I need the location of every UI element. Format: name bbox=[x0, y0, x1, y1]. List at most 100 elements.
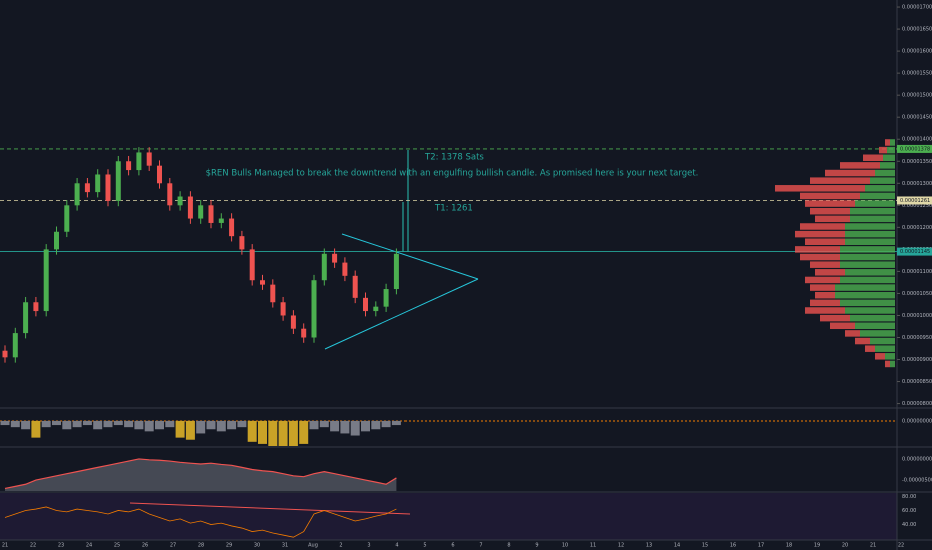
profile-buy bbox=[875, 169, 895, 177]
candle-body bbox=[290, 315, 296, 329]
y-tick-label: 0.00000900 bbox=[902, 357, 932, 363]
histogram-bar bbox=[175, 420, 185, 438]
momentum-line bbox=[4, 458, 397, 490]
profile-sell bbox=[800, 253, 840, 261]
candle-body bbox=[198, 205, 204, 219]
histogram-bar bbox=[340, 420, 350, 434]
profile-sell bbox=[805, 200, 855, 207]
profile-buy bbox=[885, 353, 895, 360]
profile-buy bbox=[870, 337, 895, 345]
candle-body bbox=[332, 253, 338, 263]
x-tick-label: 14 bbox=[674, 543, 680, 549]
annotation: T2: 1378 Sats bbox=[424, 153, 484, 163]
candle-body bbox=[64, 205, 70, 232]
candle-body bbox=[157, 165, 162, 184]
rsi-line bbox=[4, 506, 397, 538]
profile-buy bbox=[840, 246, 895, 253]
y-tick-label: 80.00 bbox=[902, 494, 916, 500]
profile-sell bbox=[810, 177, 870, 184]
candle-body bbox=[74, 183, 80, 206]
profile-buy bbox=[870, 177, 895, 184]
histogram-bar bbox=[144, 420, 154, 432]
x-tick-label: 29 bbox=[226, 543, 232, 549]
y-tick-label: 0.00001500 bbox=[902, 93, 932, 99]
profile-sell bbox=[845, 330, 860, 337]
y-tick-label: 0.00001550 bbox=[902, 71, 932, 77]
histogram-bar bbox=[10, 420, 20, 428]
profile-sell bbox=[825, 169, 875, 177]
histogram-bar bbox=[103, 420, 113, 428]
profile-buy bbox=[845, 223, 895, 230]
profile-sell bbox=[810, 284, 835, 291]
y-tick-label: 60.00 bbox=[902, 508, 916, 514]
profile-sell bbox=[840, 162, 880, 169]
profile-sell bbox=[805, 307, 845, 314]
histogram-bar bbox=[319, 420, 329, 428]
candle-body bbox=[342, 262, 348, 276]
profile-buy bbox=[840, 253, 895, 261]
price-tag-label: 0.00001378 bbox=[900, 146, 930, 152]
histogram-bar bbox=[391, 420, 401, 426]
candle-body bbox=[270, 284, 276, 303]
candle-body bbox=[239, 236, 245, 250]
profile-sell bbox=[875, 353, 885, 360]
histogram-bar bbox=[268, 420, 278, 446]
x-tick-label: 18 bbox=[786, 543, 792, 549]
candle-body bbox=[321, 253, 327, 281]
histogram-bar bbox=[288, 420, 298, 446]
histogram-bar bbox=[381, 420, 391, 428]
profile-sell bbox=[879, 146, 887, 154]
momentum-area bbox=[5, 458, 397, 491]
profile-sell bbox=[830, 322, 855, 330]
y-tick-label: 0.00001250 bbox=[902, 203, 932, 209]
profile-buy bbox=[865, 185, 895, 192]
x-tick-label: 12 bbox=[618, 543, 624, 549]
histogram-bar bbox=[31, 420, 41, 438]
histogram-bar bbox=[216, 420, 226, 432]
profile-sell bbox=[775, 185, 865, 192]
x-tick-label: 30 bbox=[254, 543, 260, 549]
y-tick-label: 0.00001050 bbox=[902, 291, 932, 297]
candle-body bbox=[363, 297, 368, 312]
y-tick-label: 40.00 bbox=[902, 522, 916, 528]
x-tick-label: 6 bbox=[451, 543, 454, 549]
profile-sell bbox=[805, 276, 840, 284]
profile-buy bbox=[860, 192, 895, 200]
price-tag bbox=[897, 144, 932, 153]
profile-sell bbox=[885, 360, 890, 368]
candle-body bbox=[187, 196, 193, 219]
price-tag bbox=[897, 196, 932, 205]
x-tick-label: 24 bbox=[86, 543, 92, 549]
x-tick-label: 10 bbox=[562, 543, 568, 549]
y-tick-label: 0.00000000 bbox=[902, 456, 932, 462]
profile-buy bbox=[875, 345, 895, 352]
histogram-bar bbox=[206, 420, 216, 430]
x-tick-label: 7 bbox=[479, 543, 482, 549]
histogram-bar bbox=[299, 420, 309, 444]
profile-buy bbox=[855, 322, 895, 330]
profile-sell bbox=[795, 246, 840, 253]
triangle-lower bbox=[324, 278, 479, 350]
profile-sell bbox=[795, 230, 845, 238]
x-tick-label: 4 bbox=[395, 543, 398, 549]
profile-buy bbox=[835, 284, 895, 291]
x-tick-label: 16 bbox=[730, 543, 736, 549]
x-tick-label: 31 bbox=[282, 543, 288, 549]
histogram-bar bbox=[41, 420, 51, 428]
histogram-bar bbox=[52, 420, 61, 426]
histogram-bar bbox=[237, 420, 247, 428]
profile-sell bbox=[820, 314, 850, 322]
profile-buy bbox=[855, 200, 895, 207]
annotation: $REN Bulls Managed to break the downtren… bbox=[206, 169, 699, 179]
annotation: T1: 1261 bbox=[434, 204, 473, 214]
profile-buy bbox=[835, 291, 895, 299]
y-tick-label: 0.00001200 bbox=[902, 225, 932, 231]
x-tick-label: 27 bbox=[170, 543, 176, 549]
x-tick-label: 11 bbox=[590, 543, 596, 549]
x-tick-label: 13 bbox=[646, 543, 652, 549]
y-tick-label: 0.00000000 bbox=[902, 418, 932, 424]
x-tick-label: 25 bbox=[114, 543, 120, 549]
candle-body bbox=[2, 350, 8, 358]
candle-body bbox=[115, 161, 121, 201]
x-tick-label: 3 bbox=[367, 543, 370, 549]
